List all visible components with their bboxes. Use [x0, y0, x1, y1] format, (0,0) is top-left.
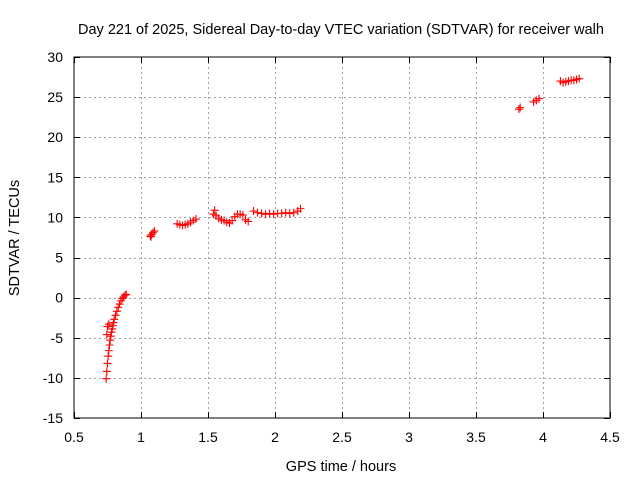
- data-point: [210, 206, 219, 215]
- data-point: [575, 74, 584, 83]
- data-point: [191, 215, 200, 224]
- data-point: [261, 210, 270, 219]
- data-point: [296, 204, 305, 213]
- data-point: [516, 103, 525, 112]
- data-point: [106, 332, 115, 341]
- x-tick-label: 1: [137, 429, 145, 445]
- data-point: [150, 227, 159, 236]
- x-axis-label: GPS time / hours: [286, 459, 396, 475]
- data-point: [228, 216, 237, 225]
- data-point: [277, 209, 286, 218]
- data-point: [103, 359, 112, 368]
- data-point: [514, 105, 523, 114]
- data-point: [285, 209, 294, 218]
- data-point: [253, 208, 262, 217]
- y-tick-labels: -15 -10 -5 0 5 10 15 20 25 30: [43, 49, 63, 426]
- x-tick-labels: 0.5 1 1.5 2 2.5 3 3.5 4 4.5: [64, 429, 620, 445]
- data-point: [106, 336, 115, 345]
- y-axis-label: SDTVAR / TECUs: [7, 180, 23, 296]
- data-point: [120, 291, 129, 300]
- plot-frame: [73, 56, 611, 419]
- y-tick-label: -10: [43, 370, 63, 386]
- x-tick-label: 2: [271, 429, 279, 445]
- data-point: [238, 211, 247, 220]
- data-point: [104, 346, 113, 355]
- data-points: [102, 74, 584, 383]
- data-point: [269, 210, 278, 219]
- x-tick-label: 3: [405, 429, 413, 445]
- data-point: [265, 209, 274, 218]
- data-point: [102, 374, 111, 383]
- data-point: [104, 320, 113, 329]
- y-tick-label: 20: [47, 129, 63, 145]
- data-point: [534, 94, 543, 103]
- data-point: [249, 207, 258, 216]
- x-tick-label: 1.5: [198, 429, 218, 445]
- data-point: [257, 209, 266, 218]
- data-point: [281, 208, 290, 217]
- data-point: [104, 352, 113, 361]
- x-tick-label: 4: [539, 429, 547, 445]
- y-tick-label: -5: [51, 330, 64, 346]
- y-tick-label: 30: [47, 49, 63, 65]
- data-point: [289, 208, 298, 217]
- data-point: [102, 330, 111, 339]
- y-tick-label: 0: [55, 290, 63, 306]
- y-tick-label: 10: [47, 209, 63, 225]
- data-point: [147, 232, 156, 241]
- data-point: [111, 311, 120, 320]
- x-tick-label: 4.5: [600, 429, 620, 445]
- chart-title: Day 221 of 2025, Sidereal Day-to-day VTE…: [78, 22, 604, 38]
- data-point: [244, 217, 253, 226]
- y-tick-label: 25: [47, 89, 63, 105]
- grid-layer: [74, 57, 610, 418]
- data-point: [110, 315, 119, 324]
- x-tick-label: 3.5: [466, 429, 486, 445]
- x-tick-label: 2.5: [332, 429, 352, 445]
- x-tick-label: 0.5: [64, 429, 84, 445]
- y-tick-label: 5: [55, 250, 63, 266]
- data-point: [102, 367, 111, 376]
- data-point: [105, 340, 114, 349]
- y-tick-label: -15: [43, 410, 63, 426]
- data-point: [112, 307, 121, 316]
- data-point: [149, 228, 158, 237]
- y-tick-label: 15: [47, 169, 63, 185]
- data-point: [122, 290, 131, 299]
